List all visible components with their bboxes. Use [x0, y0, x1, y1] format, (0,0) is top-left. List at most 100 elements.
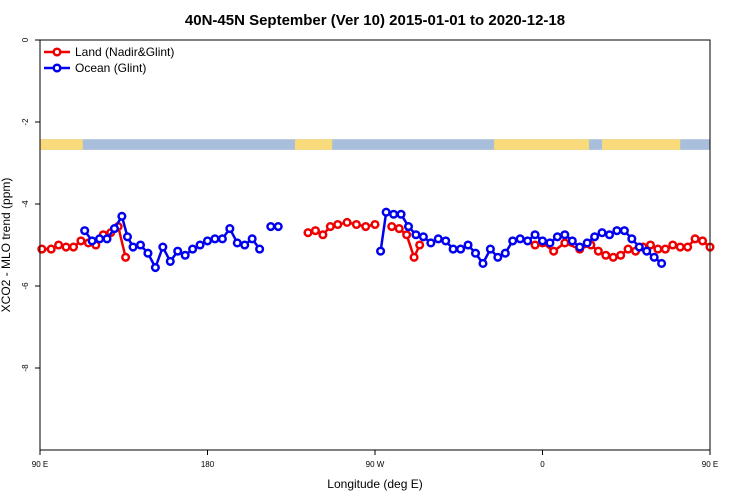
data-point	[545, 238, 555, 248]
data-point	[560, 238, 570, 248]
data-point	[597, 228, 607, 238]
legend-marker	[52, 63, 62, 73]
x-tick-label: 180	[201, 460, 215, 469]
data-point	[523, 236, 533, 246]
data-point	[418, 232, 428, 242]
data-point	[117, 211, 127, 221]
data-point	[135, 240, 146, 250]
data-point	[426, 238, 436, 248]
data-point	[463, 240, 473, 250]
data-point	[448, 244, 458, 254]
data-point	[560, 230, 570, 240]
data-point	[173, 246, 183, 256]
data-point	[608, 252, 618, 262]
data-point	[690, 234, 700, 244]
data-point	[273, 222, 283, 232]
land-ocean-band	[40, 139, 710, 150]
land-band-segment	[494, 139, 590, 150]
data-point	[54, 240, 64, 250]
data-point	[87, 236, 97, 246]
data-point	[389, 209, 399, 219]
data-point	[590, 232, 600, 242]
data-point	[478, 258, 488, 269]
data-point	[381, 207, 391, 217]
data-point	[325, 222, 335, 232]
data-point	[303, 228, 313, 238]
data-point	[441, 236, 451, 246]
data-point	[552, 232, 562, 242]
data-point	[387, 222, 397, 232]
data-point	[634, 242, 644, 252]
data-point	[593, 246, 603, 256]
land-band-segment	[40, 139, 83, 150]
data-point	[698, 236, 708, 246]
data-point	[649, 252, 659, 262]
data-point	[318, 230, 328, 240]
data-point	[668, 240, 678, 250]
data-point	[645, 240, 655, 250]
data-point	[623, 244, 633, 254]
data-point	[109, 224, 119, 234]
data-point	[240, 240, 250, 250]
series-land	[37, 217, 715, 262]
data-point	[255, 244, 265, 254]
data-point	[582, 238, 592, 248]
legend-label: Ocean (Glint)	[75, 61, 146, 75]
data-point	[500, 248, 510, 258]
data-point	[158, 242, 168, 252]
data-point	[660, 244, 670, 254]
data-point	[80, 226, 90, 236]
data-point	[266, 222, 276, 232]
y-tick-label: -2	[21, 118, 30, 126]
data-point	[122, 232, 133, 242]
x-axis: 90 E 180 90 W 0 90 E	[32, 450, 718, 469]
data-point	[403, 222, 414, 232]
x-tick-label: 90 W	[366, 460, 385, 469]
data-point	[601, 250, 611, 260]
data-point	[95, 234, 105, 244]
data-point	[537, 236, 548, 246]
ocean-band	[40, 139, 710, 150]
data-point	[61, 242, 71, 252]
legend: Land (Nadir&Glint) Ocean (Glint)	[44, 45, 174, 75]
data-point	[76, 236, 86, 246]
data-point	[342, 217, 352, 227]
y-axis-label: XCO2 - MLO trend (ppm)	[0, 178, 13, 313]
data-point	[415, 240, 425, 250]
data-point	[530, 240, 540, 250]
data-point	[567, 236, 577, 246]
data-point	[657, 258, 667, 269]
data-point	[675, 242, 685, 252]
data-point	[396, 209, 406, 219]
data-point	[195, 240, 205, 250]
x-tick-label: 90 E	[32, 460, 48, 469]
land-band-segment	[602, 139, 681, 150]
data-point	[642, 246, 652, 256]
data-point	[376, 246, 386, 256]
data-point	[210, 234, 220, 244]
data-point	[604, 230, 615, 240]
data-point	[433, 234, 443, 244]
data-point	[202, 236, 213, 246]
data-point	[619, 226, 629, 236]
y-axis: 0 -2 -4 -6 -8	[21, 37, 40, 372]
data-point	[121, 252, 131, 262]
data-point	[150, 263, 160, 273]
data-point	[456, 244, 466, 254]
legend-label: Land (Nadir&Glint)	[75, 45, 174, 59]
data-point	[515, 234, 525, 244]
data-point	[402, 230, 412, 240]
data-point	[232, 238, 242, 248]
y-tick-label: -4	[21, 200, 30, 208]
data-point	[530, 230, 540, 240]
land-band-segment	[294, 139, 333, 150]
data-point	[165, 256, 175, 266]
data-point	[143, 248, 153, 258]
data-point	[470, 248, 481, 258]
x-axis-label: Longitude (deg E)	[327, 477, 422, 491]
legend-item: Ocean (Glint)	[44, 61, 146, 75]
data-point	[333, 219, 343, 230]
x-tick-label: 0	[540, 460, 545, 469]
data-point	[653, 244, 663, 254]
